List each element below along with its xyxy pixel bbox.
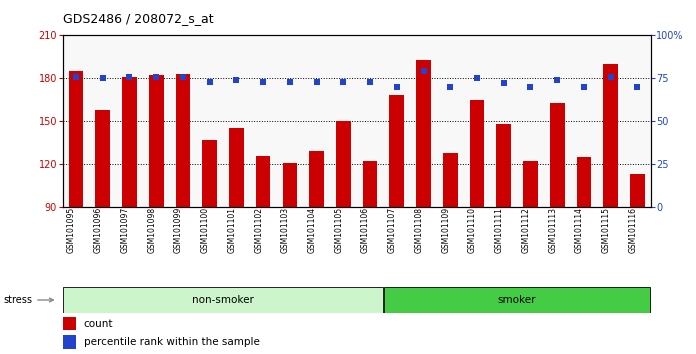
Bar: [576, 157, 592, 207]
Bar: [630, 174, 644, 207]
Text: GSM101100: GSM101100: [200, 207, 209, 253]
Bar: [309, 151, 324, 207]
Bar: [203, 140, 217, 207]
Point: [418, 69, 429, 74]
Bar: [69, 71, 84, 207]
Text: GSM101108: GSM101108: [415, 207, 424, 253]
Text: percentile rank within the sample: percentile rank within the sample: [84, 337, 260, 347]
Point: [471, 75, 482, 81]
Bar: [149, 75, 164, 207]
Bar: [63, 335, 76, 349]
Text: GSM101102: GSM101102: [254, 207, 263, 253]
Point: [445, 84, 456, 90]
Point: [231, 77, 242, 83]
Bar: [256, 156, 271, 207]
Bar: [523, 161, 538, 207]
Text: smoker: smoker: [498, 295, 537, 305]
Text: GSM101116: GSM101116: [628, 207, 638, 253]
Bar: [603, 64, 618, 207]
Bar: [95, 110, 110, 207]
Bar: [363, 161, 377, 207]
Text: GSM101097: GSM101097: [120, 207, 129, 253]
Text: GSM101103: GSM101103: [281, 207, 290, 253]
Bar: [470, 100, 484, 207]
Text: GSM101104: GSM101104: [308, 207, 317, 253]
Text: GSM101114: GSM101114: [575, 207, 584, 253]
Text: GSM101105: GSM101105: [334, 207, 343, 253]
Bar: [443, 153, 457, 207]
Text: GSM101107: GSM101107: [388, 207, 397, 253]
Bar: [175, 74, 190, 207]
Text: GSM101098: GSM101098: [148, 207, 156, 253]
Bar: [229, 129, 244, 207]
Point: [150, 74, 161, 79]
Point: [632, 84, 643, 90]
Bar: [336, 121, 351, 207]
Bar: [283, 163, 297, 207]
Text: GSM101111: GSM101111: [495, 207, 504, 253]
Point: [391, 84, 402, 90]
Bar: [550, 103, 564, 207]
Bar: [390, 96, 404, 207]
Point: [258, 79, 269, 85]
Point: [204, 79, 215, 85]
Point: [552, 77, 563, 83]
Text: non-smoker: non-smoker: [192, 295, 254, 305]
Text: stress: stress: [3, 295, 54, 305]
Point: [311, 79, 322, 85]
Text: GSM101096: GSM101096: [94, 207, 103, 253]
Point: [97, 75, 109, 81]
Point: [578, 84, 590, 90]
Text: GSM101095: GSM101095: [67, 207, 76, 253]
Bar: [122, 77, 137, 207]
Point: [605, 74, 616, 79]
Text: GDS2486 / 208072_s_at: GDS2486 / 208072_s_at: [63, 12, 213, 25]
Bar: [63, 287, 383, 313]
Point: [525, 84, 536, 90]
Point: [124, 74, 135, 79]
Text: GSM101115: GSM101115: [601, 207, 610, 253]
Point: [338, 79, 349, 85]
Text: GSM101110: GSM101110: [468, 207, 477, 253]
Point: [177, 74, 189, 79]
Point: [498, 81, 509, 86]
Bar: [496, 124, 511, 207]
Point: [70, 74, 81, 79]
Text: GSM101106: GSM101106: [361, 207, 370, 253]
Text: GSM101113: GSM101113: [548, 207, 557, 253]
Bar: [63, 317, 76, 330]
Bar: [383, 287, 651, 313]
Bar: [416, 60, 431, 207]
Text: GSM101112: GSM101112: [521, 207, 530, 253]
Point: [365, 79, 376, 85]
Text: GSM101101: GSM101101: [228, 207, 237, 253]
Text: GSM101109: GSM101109: [441, 207, 450, 253]
Text: count: count: [84, 319, 113, 329]
Point: [284, 79, 295, 85]
Text: GSM101099: GSM101099: [174, 207, 183, 253]
